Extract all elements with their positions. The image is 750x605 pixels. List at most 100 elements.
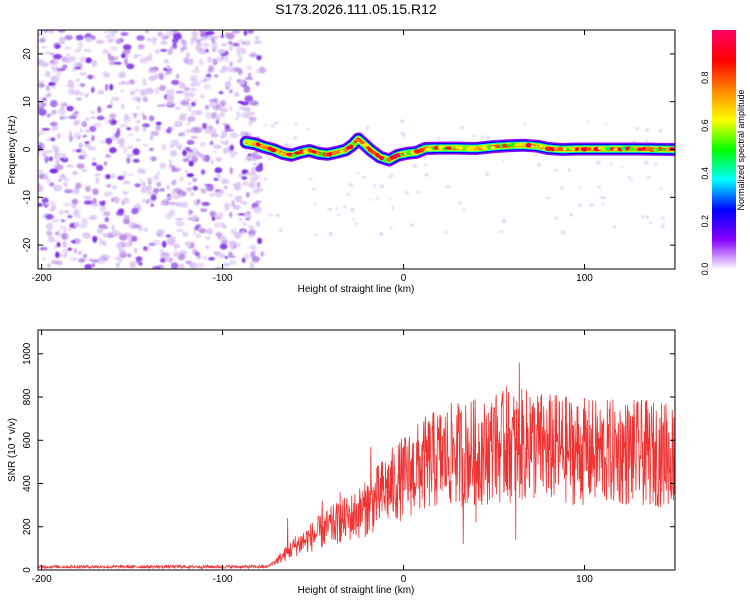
noise-speck	[154, 49, 160, 55]
noise-speck	[161, 240, 167, 248]
noise-speck	[199, 208, 208, 213]
noise-speck	[121, 81, 126, 84]
noise-speck	[135, 256, 143, 262]
noise-speck	[191, 155, 198, 163]
signal-blob	[393, 153, 402, 158]
noise-speck	[254, 36, 260, 40]
colorbar-band	[712, 209, 736, 212]
signal-blob	[604, 147, 613, 150]
colorbar-band	[712, 261, 736, 264]
colorbar-band	[712, 47, 736, 51]
noise-speck	[314, 233, 318, 236]
noise-speck	[96, 115, 105, 121]
noise-speck	[437, 136, 440, 141]
noise-speck	[82, 152, 88, 158]
noise-speck	[502, 159, 505, 162]
noise-speck	[79, 128, 83, 133]
noise-speck	[196, 255, 201, 259]
noise-speck	[201, 36, 209, 41]
noise-speck	[84, 141, 90, 145]
noise-speck	[177, 190, 186, 195]
signal-blob	[256, 142, 261, 147]
colorbar-band	[712, 97, 736, 101]
noise-speck	[247, 30, 254, 34]
noise-speck	[46, 113, 51, 118]
noise-speck	[157, 31, 163, 37]
signal-blob	[642, 146, 646, 150]
noise-speck	[84, 263, 92, 269]
noise-speck	[236, 111, 240, 119]
noise-speck	[356, 172, 360, 175]
colorbar-band	[712, 35, 736, 39]
noise-speck	[294, 122, 298, 126]
noise-speck	[44, 201, 49, 205]
noise-speck	[170, 262, 179, 269]
noise-speck	[213, 35, 219, 39]
colorbar-band	[712, 95, 736, 99]
noise-speck	[234, 117, 239, 121]
noise-speck	[84, 144, 91, 148]
noise-speck	[224, 55, 229, 63]
noise-speck	[46, 230, 53, 237]
colorbar-band	[712, 267, 736, 270]
noise-speck	[191, 101, 196, 107]
noise-speck	[159, 253, 164, 259]
noise-speck	[197, 153, 205, 158]
noise-speck	[378, 232, 384, 236]
noise-speck	[61, 103, 64, 111]
colorbar-band	[712, 173, 736, 176]
colorbar-band	[712, 61, 736, 65]
noise-speck	[115, 38, 123, 45]
noise-speck	[245, 40, 251, 46]
noise-speck	[144, 30, 150, 34]
noise-speck	[199, 79, 209, 83]
y-tick-label: -10	[22, 190, 33, 205]
noise-speck	[117, 208, 125, 214]
colorbar-band	[712, 89, 736, 93]
noise-speck	[85, 185, 91, 193]
noise-speck	[95, 39, 105, 45]
noise-speck	[545, 197, 550, 200]
noise-speck	[579, 185, 582, 189]
noise-speck	[343, 205, 347, 209]
noise-speck	[186, 173, 194, 178]
noise-speck	[176, 167, 180, 171]
noise-speck	[220, 135, 225, 139]
noise-speck	[231, 30, 241, 34]
noise-speck	[185, 51, 190, 59]
noise-speck	[83, 49, 92, 52]
noise-speck	[195, 66, 199, 70]
noise-speck	[327, 207, 333, 212]
noise-speck	[257, 237, 262, 245]
noise-speck	[233, 151, 238, 155]
colorbar-band	[712, 157, 736, 161]
noise-speck	[67, 214, 73, 219]
noise-speck	[146, 177, 154, 181]
noise-speck	[171, 189, 176, 196]
noise-speck	[126, 127, 132, 131]
noise-speck	[179, 176, 184, 182]
noise-speck	[207, 127, 217, 135]
noise-speck	[267, 157, 273, 160]
colorbar-band	[712, 255, 736, 258]
noise-speck	[38, 170, 44, 174]
colorbar-band	[712, 103, 736, 107]
noise-speck	[232, 183, 238, 187]
noise-speck	[51, 69, 60, 73]
noise-speck	[311, 188, 316, 191]
noise-speck	[568, 168, 571, 172]
noise-speck	[222, 225, 227, 229]
noise-speck	[354, 222, 359, 225]
noise-speck	[229, 144, 234, 151]
noise-speck	[145, 185, 153, 191]
colorbar-band	[712, 143, 736, 147]
noise-speck	[159, 49, 168, 52]
noise-speck	[209, 140, 214, 146]
noise-speck	[196, 198, 201, 205]
noise-speck	[214, 167, 223, 174]
noise-speck	[43, 173, 49, 181]
noise-speck	[122, 170, 127, 178]
noise-speck	[231, 200, 236, 207]
colorbar-band	[712, 59, 736, 63]
noise-speck	[243, 106, 251, 113]
